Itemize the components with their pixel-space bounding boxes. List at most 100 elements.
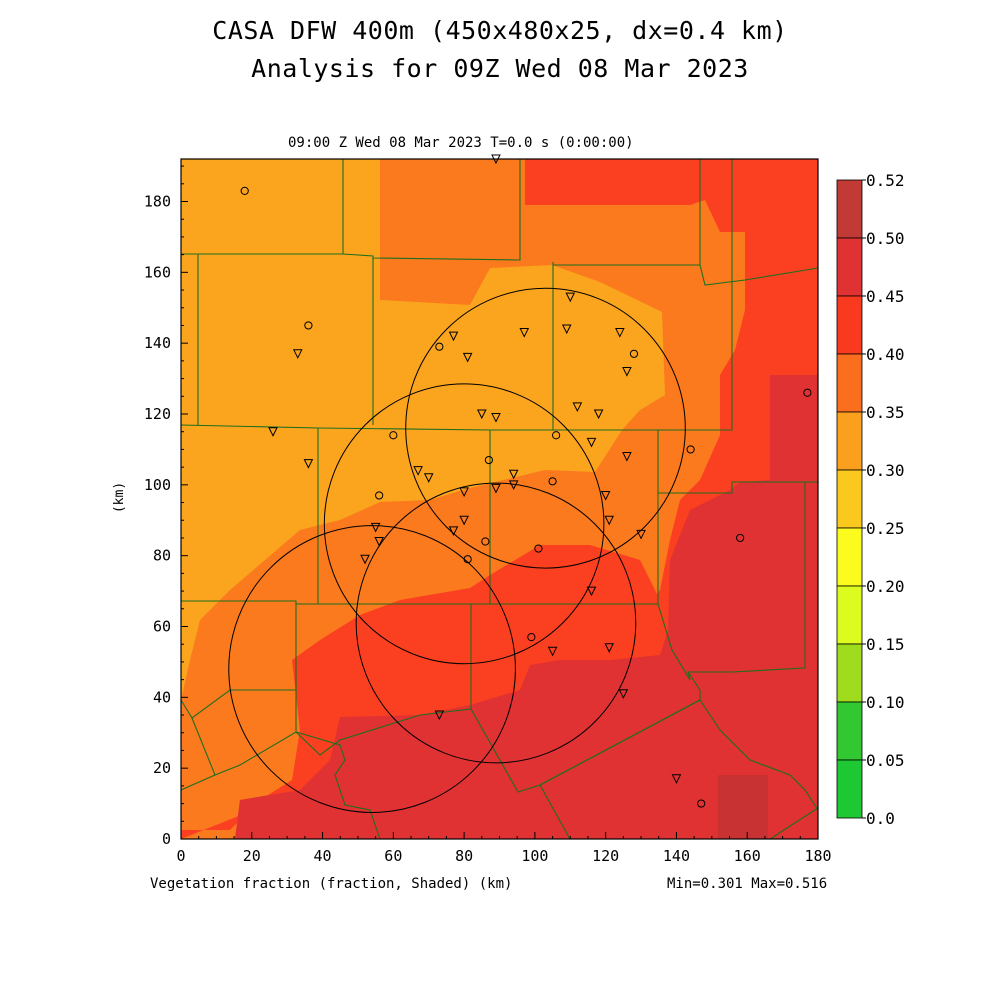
y-tick-label: 80 — [153, 547, 171, 565]
y-tick-label: 140 — [144, 334, 171, 352]
x-tick-label: 0 — [176, 847, 185, 865]
station-triangle-marker — [586, 586, 597, 597]
station-triangle-marker — [459, 487, 469, 498]
colorbar-swatch — [836, 469, 863, 529]
x-axis-ticks: 0 20 40 60 80 100 120 140 160 180 — [176, 832, 832, 865]
colorbar-label: 0.10 — [866, 693, 905, 712]
station-triangle-marker — [370, 522, 381, 533]
station-triangle-marker — [508, 469, 519, 480]
x-tick-label: 160 — [734, 847, 761, 865]
station-triangle-marker — [604, 515, 615, 526]
colorbar-swatch — [836, 353, 863, 413]
station-circle-marker — [736, 533, 745, 543]
x-tick-label: 120 — [592, 847, 619, 865]
station-circle-marker — [629, 349, 639, 358]
y-tick-label: 0 — [162, 830, 171, 848]
colorbar-label: 0.30 — [866, 461, 905, 480]
station-circle-marker — [697, 799, 706, 808]
station-triangle-marker — [448, 331, 459, 342]
field-region-050 — [718, 775, 768, 839]
colorbar-swatch — [836, 179, 863, 239]
station-triangle-marker — [586, 437, 597, 448]
colorbar-swatch — [836, 527, 863, 587]
colorbar-swatch — [836, 295, 863, 355]
station-triangle-marker — [618, 689, 629, 699]
x-tick-label: 80 — [455, 847, 473, 865]
station-circle-marker — [686, 445, 695, 454]
station-triangle-marker — [615, 328, 625, 338]
station-circle-marker — [481, 537, 490, 546]
station-triangle-marker — [434, 710, 445, 721]
colorbar-swatch — [836, 759, 863, 819]
plot-subtitle: 09:00 Z Wed 08 Mar 2023 T=0.0 s (0:00:00… — [288, 135, 634, 151]
station-triangle-marker — [547, 646, 558, 657]
colorbar-label: 0.35 — [866, 403, 905, 422]
radar-ring-2 — [323, 383, 605, 665]
y-tick-label: 100 — [144, 476, 171, 494]
station-triangle-marker — [360, 554, 370, 565]
station-triangle-marker — [292, 349, 303, 359]
x-tick-label: 180 — [804, 847, 831, 865]
colorbar-label: 0.25 — [866, 519, 905, 538]
colorbar-swatch — [836, 643, 863, 703]
station-circle-marker — [304, 321, 313, 330]
x-tick-label: 20 — [243, 847, 261, 865]
station-circle-marker — [375, 491, 384, 500]
station-triangle-marker — [565, 292, 576, 303]
station-circle-marker — [389, 431, 398, 440]
station-triangle-marker — [561, 324, 572, 335]
station-circle-marker — [484, 455, 493, 465]
field-region-045-south — [235, 375, 818, 839]
station-triangle-marker — [459, 515, 469, 526]
station-triangle-marker — [374, 537, 384, 547]
station-circle-marker — [527, 633, 536, 642]
station-triangle-marker — [491, 413, 501, 423]
radar-ring-1 — [405, 287, 686, 569]
station-circle-marker — [552, 431, 561, 440]
station-circle-marker — [463, 555, 472, 564]
colorbar-label: 0.15 — [866, 635, 905, 654]
station-triangle-marker — [508, 480, 519, 490]
colorbar-swatch — [836, 411, 863, 471]
station-triangle-marker — [622, 367, 632, 377]
figure-title-line1: CASA DFW 400m (450x480x25, dx=0.4 km) — [212, 16, 788, 45]
x-tick-label: 100 — [521, 847, 548, 865]
colorbar-swatch — [836, 701, 863, 761]
y-tick-label: 60 — [153, 618, 171, 636]
station-triangle-marker — [593, 409, 604, 420]
y-tick-label: 160 — [144, 263, 171, 281]
colorbar-label: 0.52 — [866, 171, 905, 190]
radar-range-rings — [228, 287, 686, 813]
colorbar: 0.52 0.50 0.45 0.40 0.35 0.30 0.25 0.20 0.15 0.10… — [836, 171, 905, 828]
y-axis-ticks: 0 20 40 60 80 100 120 140 160 180 — [144, 165, 188, 848]
colorbar-label: 0.20 — [866, 577, 905, 596]
station-triangle-marker — [462, 352, 473, 363]
station-triangle-marker — [622, 452, 632, 462]
radar-ring-4 — [228, 525, 516, 813]
station-triangle-marker — [600, 490, 611, 501]
colorbar-label: 0.45 — [866, 287, 905, 306]
station-circle-marker — [803, 388, 812, 397]
y-tick-label: 20 — [153, 759, 171, 777]
colorbar-label: 0.0 — [866, 809, 895, 828]
y-tick-label: 40 — [153, 688, 171, 706]
station-triangle-marker — [268, 427, 278, 437]
station-triangle-marker — [303, 459, 314, 469]
y-tick-label: 120 — [144, 405, 171, 423]
station-triangle-marker — [636, 529, 646, 540]
field-region-040-south — [181, 545, 660, 839]
station-triangle-marker — [519, 328, 530, 338]
station-circle-marker — [240, 186, 249, 195]
figure-title-line2: Analysis for 09Z Wed 08 Mar 2023 — [251, 54, 749, 83]
colorbar-label: 0.50 — [866, 229, 905, 248]
station-triangle-marker — [491, 483, 501, 494]
x-tick-label: 60 — [384, 847, 402, 865]
station-circle-marker — [534, 544, 543, 553]
station-circle-marker — [548, 477, 557, 486]
x-tick-label: 40 — [314, 847, 332, 865]
station-triangle-marker — [671, 774, 682, 784]
colorbar-label: 0.05 — [866, 751, 905, 770]
station-triangle-marker — [448, 526, 459, 536]
station-triangle-marker — [572, 402, 583, 413]
